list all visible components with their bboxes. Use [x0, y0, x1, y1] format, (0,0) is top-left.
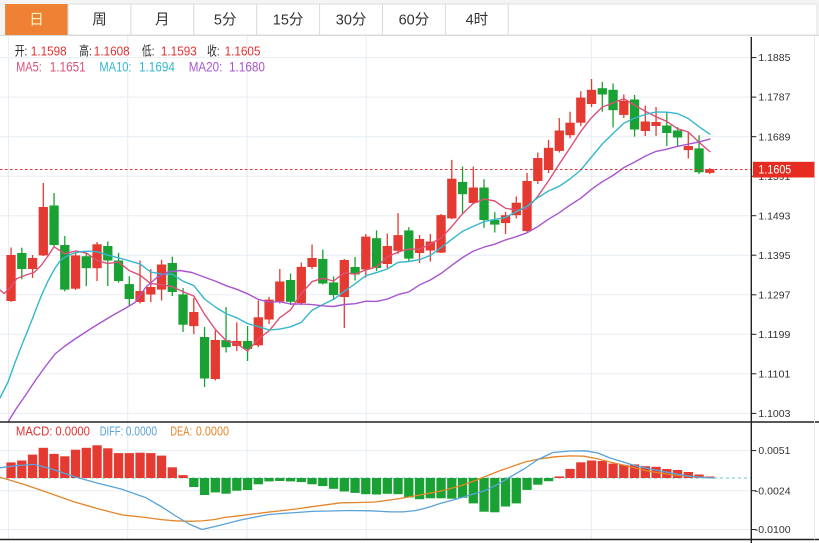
svg-text:1.1493: 1.1493: [758, 210, 790, 222]
svg-text:1.1605: 1.1605: [225, 43, 261, 58]
svg-text:1.1694: 1.1694: [139, 58, 175, 74]
svg-text:1.1689: 1.1689: [758, 131, 790, 143]
svg-text:1.1395: 1.1395: [758, 250, 790, 262]
svg-text:1.1680: 1.1680: [229, 58, 265, 74]
svg-text:低:: 低:: [142, 43, 155, 58]
svg-text:1.1199: 1.1199: [758, 329, 790, 341]
svg-text:4时: 4时: [466, 12, 489, 29]
svg-text:1.1101: 1.1101: [758, 368, 790, 380]
svg-text:1.1787: 1.1787: [758, 92, 790, 104]
svg-text:收:: 收:: [207, 43, 220, 58]
svg-text:0.0000: 0.0000: [55, 425, 90, 439]
svg-text:MA20:: MA20:: [189, 58, 223, 74]
svg-text:高:: 高:: [79, 43, 92, 58]
svg-text:1.1885: 1.1885: [758, 52, 790, 64]
svg-text:0.0000: 0.0000: [196, 425, 229, 439]
svg-text:日: 日: [29, 13, 44, 29]
svg-text:MACD:: MACD:: [16, 425, 53, 439]
svg-text:-0.0100: -0.0100: [755, 524, 791, 536]
svg-text:1.1297: 1.1297: [758, 289, 790, 301]
svg-text:月: 月: [155, 13, 170, 29]
svg-text:0.0051: 0.0051: [758, 445, 790, 457]
svg-text:0.0000: 0.0000: [126, 425, 157, 439]
svg-text:1.1003: 1.1003: [758, 408, 790, 420]
svg-text:MA10:: MA10:: [99, 58, 131, 74]
svg-text:15分: 15分: [273, 12, 304, 29]
svg-text:1.1608: 1.1608: [94, 43, 130, 58]
svg-text:-0.0024: -0.0024: [755, 485, 791, 497]
svg-text:1.1605: 1.1605: [758, 164, 791, 176]
svg-text:DIFF:: DIFF:: [100, 425, 124, 439]
svg-text:周: 周: [92, 13, 107, 29]
svg-text:60分: 60分: [399, 12, 430, 29]
svg-text:5分: 5分: [214, 12, 237, 29]
svg-text:DEA:: DEA:: [170, 425, 192, 439]
svg-text:开:: 开:: [15, 43, 28, 58]
svg-text:1.1651: 1.1651: [50, 58, 86, 74]
svg-text:MA5:: MA5:: [16, 58, 42, 74]
svg-text:1.1593: 1.1593: [161, 43, 197, 58]
svg-text:1.1598: 1.1598: [31, 43, 67, 58]
svg-text:30分: 30分: [336, 12, 367, 29]
